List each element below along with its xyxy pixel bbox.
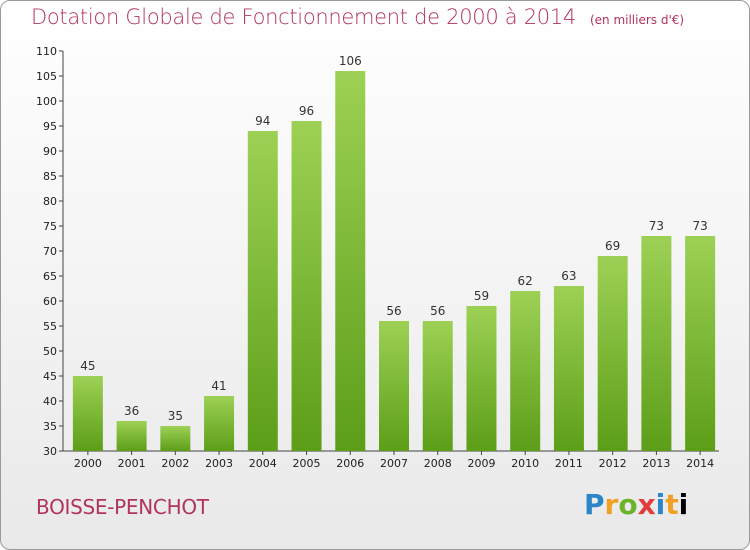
bar — [116, 421, 147, 451]
logo-letter: i — [655, 488, 666, 521]
x-tick-label: 2014 — [686, 457, 714, 470]
bar — [422, 321, 453, 451]
logo-letter: r — [604, 488, 619, 521]
bar-value-label: 35 — [168, 409, 183, 423]
y-tick-label: 50 — [43, 345, 57, 358]
bar-value-label: 45 — [80, 359, 95, 373]
bar-value-label: 56 — [386, 304, 401, 318]
bar-value-label: 96 — [299, 104, 314, 118]
bar-value-label: 59 — [474, 289, 489, 303]
logo-letter: i — [678, 488, 689, 521]
y-tick-label: 75 — [43, 220, 57, 233]
y-tick-label: 90 — [43, 145, 57, 158]
chart-title-text: Dotation Globale de Fonctionnement de 20… — [31, 5, 576, 29]
bar — [597, 256, 628, 451]
y-tick-label: 65 — [43, 270, 57, 283]
logo-letter: t — [665, 488, 679, 521]
x-tick-label: 2004 — [249, 457, 277, 470]
logo-letter: o — [618, 488, 638, 521]
bar — [291, 121, 322, 451]
commune-name: BOISSE-PENCHOT — [36, 495, 209, 519]
y-tick-label: 105 — [36, 70, 57, 83]
y-tick-label: 60 — [43, 295, 57, 308]
bar-value-label: 63 — [561, 269, 576, 283]
chart-unit: (en milliers d'€) — [589, 13, 685, 27]
bar — [247, 131, 278, 451]
bar-value-label: 69 — [605, 239, 620, 253]
x-tick-label: 2003 — [205, 457, 233, 470]
y-tick-label: 35 — [43, 420, 57, 433]
x-tick-label: 2013 — [642, 457, 670, 470]
bar-value-label: 73 — [692, 219, 707, 233]
bar — [204, 396, 235, 451]
y-tick-label: 85 — [43, 170, 57, 183]
x-tick-label: 2008 — [424, 457, 452, 470]
x-tick-label: 2000 — [74, 457, 102, 470]
y-tick-label: 95 — [43, 120, 57, 133]
chart-title: Dotation Globale de Fonctionnement de 20… — [31, 5, 684, 29]
y-tick-label: 30 — [43, 445, 57, 458]
x-tick-label: 2001 — [118, 457, 146, 470]
x-tick-label: 2010 — [511, 457, 539, 470]
y-tick-label: 70 — [43, 245, 57, 258]
x-tick-label: 2002 — [161, 457, 189, 470]
proxiti-logo: Proxiti — [584, 488, 688, 521]
bar — [466, 306, 497, 451]
x-tick-label: 2006 — [336, 457, 364, 470]
x-tick-label: 2012 — [599, 457, 627, 470]
bar — [510, 291, 541, 451]
y-tick-label: 100 — [36, 95, 57, 108]
y-tick-label: 110 — [36, 45, 57, 58]
x-tick-label: 2009 — [467, 457, 495, 470]
y-tick-label: 80 — [43, 195, 57, 208]
bar-value-label: 56 — [430, 304, 445, 318]
bar — [160, 426, 191, 451]
bar — [685, 236, 716, 451]
bar-value-label: 62 — [518, 274, 533, 288]
y-tick-label: 45 — [43, 370, 57, 383]
bar — [335, 71, 366, 451]
bar — [72, 376, 103, 451]
x-tick-label: 2005 — [293, 457, 321, 470]
x-tick-label: 2007 — [380, 457, 408, 470]
logo-letter: x — [637, 488, 656, 521]
bar-value-label: 41 — [211, 379, 226, 393]
bar — [379, 321, 409, 451]
y-tick-label: 40 — [43, 395, 57, 408]
bar-value-label: 94 — [255, 114, 270, 128]
bar-value-label: 106 — [339, 54, 362, 68]
bar — [641, 236, 672, 451]
bar-value-label: 73 — [649, 219, 664, 233]
bar — [553, 286, 584, 451]
x-tick-label: 2011 — [555, 457, 583, 470]
bar-value-label: 36 — [124, 404, 139, 418]
y-tick-label: 55 — [43, 320, 57, 333]
logo-letter: P — [584, 488, 605, 521]
